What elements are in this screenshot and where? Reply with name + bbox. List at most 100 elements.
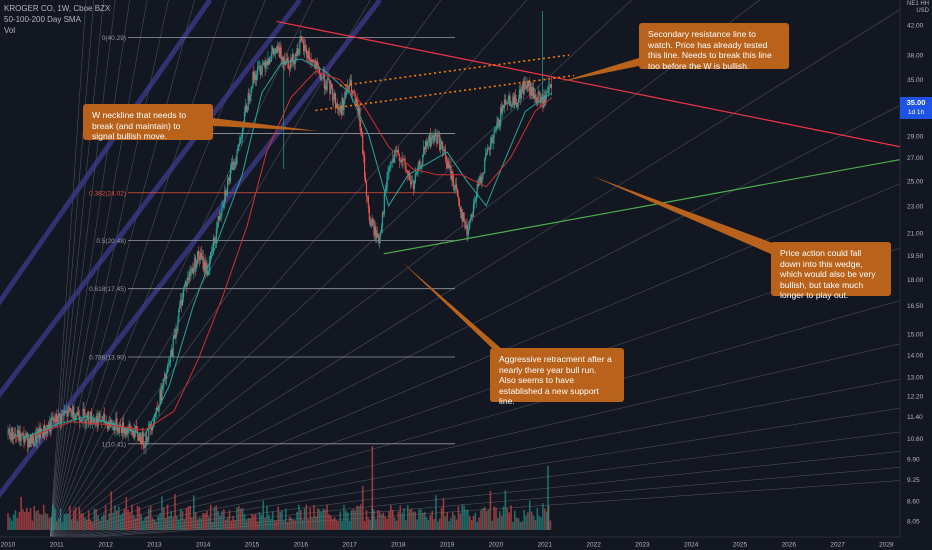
fan-line (49, 0, 442, 541)
candle-body (316, 60, 318, 63)
price-tick-label: 14.00 (907, 352, 924, 359)
candle-body (401, 158, 403, 162)
volume-bar (330, 515, 332, 530)
candle-body (398, 154, 400, 161)
candle-body (65, 411, 67, 413)
indicator-label[interactable]: 50-100-200 Day SMA (4, 15, 81, 24)
volume-bar (288, 516, 291, 530)
candle-body (246, 109, 248, 112)
volume-bar (318, 509, 321, 530)
candle-body (142, 431, 144, 446)
volume-bar (117, 506, 120, 530)
candle-body (392, 158, 394, 162)
candle-body (494, 129, 496, 131)
volume-bar (418, 509, 420, 530)
candle-body (40, 427, 42, 433)
volume-bar (183, 519, 186, 530)
volume-bar (452, 512, 454, 530)
candle-body (350, 80, 353, 95)
volume-bar (33, 506, 36, 530)
candle-body (489, 142, 491, 150)
candle-body (429, 134, 431, 146)
volume-bar (438, 518, 441, 530)
price-axis-background (900, 0, 932, 537)
volume-bar (328, 514, 330, 530)
candle-body (462, 212, 464, 222)
volume-bar (440, 507, 443, 530)
candle-body (260, 71, 262, 75)
volume-bar (468, 515, 471, 530)
candle-body (36, 433, 38, 443)
volume-bar (91, 521, 94, 530)
candle-body (364, 176, 367, 183)
w-neckline-note[interactable]: W neckline that needs to break (and main… (83, 104, 213, 141)
candle-body (186, 278, 188, 287)
candle-body (82, 408, 84, 420)
candle-body (85, 421, 87, 424)
sma-lines (22, 58, 553, 439)
volume-bar (95, 509, 98, 530)
retracement-note[interactable]: Aggressive retracment after a nearly the… (490, 348, 624, 406)
candle-body (437, 134, 439, 144)
fan-line (49, 298, 906, 541)
price-action-note[interactable]: Price action could fall down into this w… (771, 242, 891, 300)
volume-bar (461, 504, 464, 530)
volume-bar (378, 510, 381, 530)
candle-body (450, 165, 452, 180)
candle-body (188, 271, 190, 281)
volume-bar (112, 513, 114, 530)
volume-bar (241, 507, 244, 530)
volume-bar (345, 510, 347, 530)
price-tick-label: 8.60 (907, 499, 920, 506)
candle-body (426, 142, 429, 146)
channel-line (0, 0, 302, 398)
volume-bar (245, 520, 248, 530)
volume-bar (230, 520, 233, 530)
candle-body (249, 96, 251, 101)
volume-bar (147, 508, 150, 530)
candle-body (491, 137, 493, 144)
candle-body (294, 54, 296, 65)
symbol-title[interactable]: KROGER CO, 1W, Cboe BZX (4, 4, 111, 13)
candle-body (311, 59, 313, 63)
volume-bar (326, 504, 328, 530)
candle-body (135, 426, 138, 431)
candle-body (356, 98, 358, 105)
candle-body (158, 406, 160, 411)
candle-body (302, 40, 304, 43)
volume-bar (56, 521, 58, 530)
candle-body (427, 141, 430, 143)
candle-body (204, 261, 206, 272)
candle-body (480, 176, 482, 184)
volume-bar (521, 521, 524, 530)
candle-body (333, 93, 336, 100)
volume-bar (480, 510, 482, 530)
volume-bar (232, 516, 235, 530)
candle-body (307, 51, 309, 58)
candle-body (425, 141, 428, 146)
candle-body (515, 94, 517, 103)
candle-body (254, 74, 256, 80)
candle-body (59, 413, 61, 416)
fan-line (49, 0, 371, 541)
volume-bar (59, 508, 62, 530)
volume-bar (87, 510, 90, 530)
candle-body (120, 424, 122, 427)
time-tick-label: 2025 (733, 542, 748, 549)
candle-body (315, 60, 317, 69)
candle-body (114, 426, 116, 431)
volume-label[interactable]: Vol (4, 26, 16, 35)
candle-body (394, 152, 396, 163)
secondary-resistance-note[interactable]: Secondary resistance line to watch. Pric… (639, 23, 789, 71)
candle-body (72, 406, 74, 417)
currency-unit[interactable]: USD (916, 8, 929, 14)
trendline (339, 54, 570, 87)
candle-body (325, 85, 327, 90)
volume-bar (134, 517, 137, 530)
candle-body (94, 421, 96, 423)
candle-body (379, 232, 382, 237)
candle-body (181, 300, 183, 306)
candle-body (530, 86, 532, 96)
candle-body (107, 422, 110, 430)
volume-bar (185, 508, 188, 530)
